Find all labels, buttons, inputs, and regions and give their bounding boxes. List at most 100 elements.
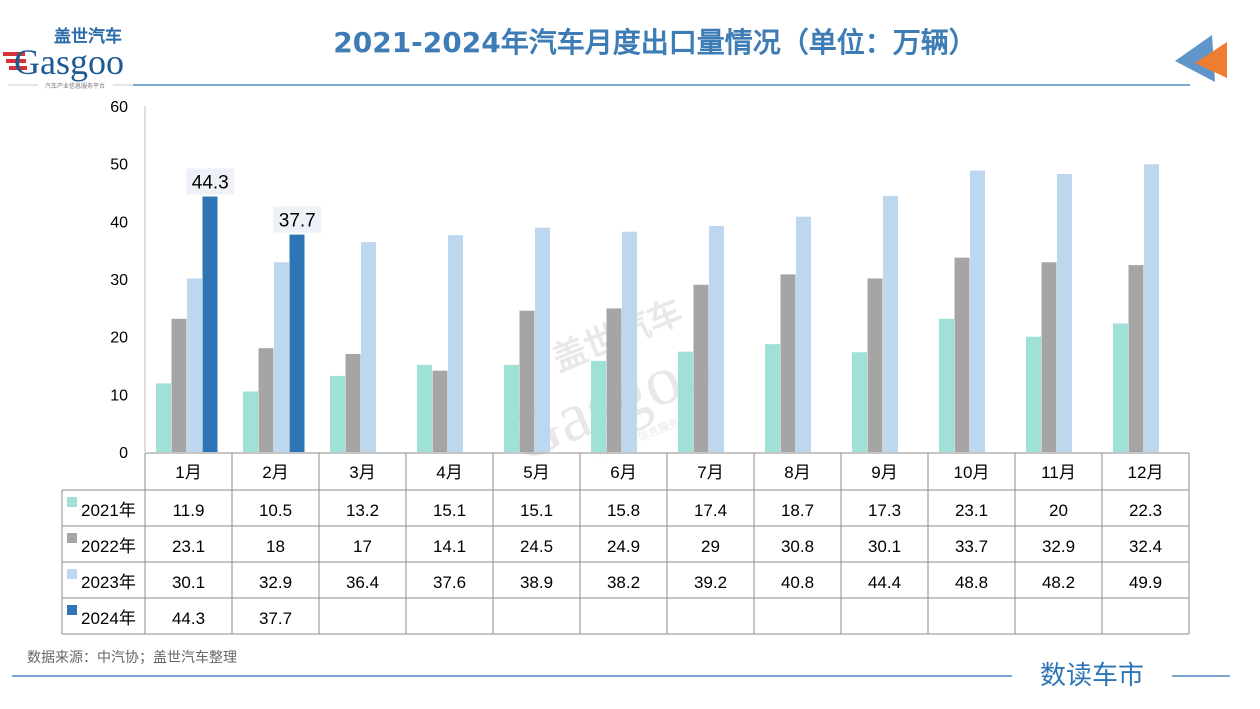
x-tick-label: 6月 [610, 463, 636, 482]
x-tick-label: 3月 [349, 463, 375, 482]
y-tick-label: 60 [110, 99, 128, 116]
table-cell: 23.1 [955, 501, 988, 520]
bar-2023年-8月 [796, 216, 811, 452]
x-tick-label: 7月 [697, 463, 723, 482]
table-cell: 30.1 [172, 573, 205, 592]
data-label: 44.3 [192, 173, 229, 194]
bar-2021年-6月 [591, 360, 606, 452]
bar-2023年-4月 [448, 235, 463, 452]
x-tick-label: 9月 [871, 463, 897, 482]
table-cell: 15.1 [433, 501, 466, 520]
table-cell: 22.3 [1129, 501, 1162, 520]
table-cell: 29 [701, 537, 720, 556]
table-cell: 13.2 [346, 501, 379, 520]
table-cell: 37.6 [433, 573, 466, 592]
table-cell: 18.7 [781, 501, 814, 520]
source-note: 数据来源：中汽协；盖世汽车整理 [27, 649, 237, 666]
gasgoo-logo: 盖世汽车 Gasgoo 汽车产业信息服务平台 [3, 26, 132, 90]
x-tick-label: 2月 [262, 463, 288, 482]
bar-2023年-7月 [709, 225, 724, 452]
legend-swatch [67, 533, 77, 543]
bar-2021年-10月 [939, 318, 954, 452]
bar-2023年-10月 [970, 170, 985, 452]
bar-2024年-1月 [202, 196, 218, 452]
bar-2021年-11月 [1026, 336, 1041, 452]
bar-2021年-1月 [156, 383, 171, 452]
bar-2022年-2月 [258, 348, 274, 452]
table-cell: 17.4 [694, 501, 727, 520]
table-cell: 10.5 [259, 501, 292, 520]
bar-2022年-10月 [954, 257, 970, 452]
bar-2022年-1月 [171, 318, 187, 452]
table-cell: 11.9 [173, 501, 205, 520]
bar-2021年-7月 [678, 351, 693, 452]
table-cell: 37.7 [259, 609, 292, 628]
table-cell: 44.3 [172, 609, 205, 628]
table-cell: 36.4 [346, 573, 379, 592]
table-cell: 15.1 [520, 501, 553, 520]
table-cell: 17.3 [868, 501, 901, 520]
bar-2023年-2月 [274, 262, 289, 452]
bar-2021年-8月 [765, 344, 780, 452]
y-tick-label: 30 [110, 272, 128, 289]
table-cell: 32.4 [1129, 537, 1162, 556]
bar-2021年-5月 [504, 364, 519, 452]
table-cell: 32.9 [1042, 537, 1075, 556]
table-cell: 24.5 [520, 537, 553, 556]
table-cell: 17 [353, 537, 372, 556]
legend-label: 2022年 [81, 537, 136, 556]
legend-label: 2021年 [81, 501, 136, 520]
bar-2022年-11月 [1041, 262, 1057, 452]
chart-title: 2021-2024年汽车月度出口量情况（单位：万辆） [333, 26, 976, 59]
bar-2023年-3月 [361, 242, 376, 452]
table-cell: 39.2 [694, 573, 727, 592]
bar-2021年-2月 [243, 391, 258, 452]
bar-2023年-9月 [883, 195, 898, 452]
table-cell: 30.1 [868, 537, 901, 556]
table-cell: 30.8 [781, 537, 814, 556]
legend-label: 2023年 [81, 573, 136, 592]
data-label-bg [186, 168, 235, 195]
y-tick-label: 40 [110, 214, 128, 231]
table-cell: 18 [266, 537, 285, 556]
x-tick-label: 1月 [175, 463, 201, 482]
x-tick-label: 4月 [436, 463, 462, 482]
table-cell: 49.9 [1129, 573, 1162, 592]
table-cell: 48.8 [955, 573, 988, 592]
table-cell: 32.9 [259, 573, 292, 592]
table-cell: 48.2 [1042, 573, 1075, 592]
y-tick-label: 20 [110, 330, 128, 347]
x-tick-label: 11月 [1041, 463, 1076, 482]
back-arrow-icon[interactable] [1175, 35, 1227, 82]
table-cell: 44.4 [868, 573, 901, 592]
legend-swatch [67, 605, 77, 615]
bar-2022年-5月 [519, 310, 535, 452]
bar-2022年-4月 [432, 370, 448, 452]
bar-2022年-8月 [780, 274, 796, 452]
y-tick-label: 50 [110, 157, 128, 174]
bar-2023年-5月 [535, 227, 550, 452]
data-label-bg [273, 206, 322, 233]
footer-brand: 数读车市 [1040, 661, 1144, 691]
data-table: 1月 2月 3月 4月 5月 6月 7月 8月 9月 10月 11月 12月 2021年 11.9 10.5… [61, 452, 1190, 635]
table-cell: 20 [1049, 501, 1068, 520]
bar-2021年-4月 [417, 364, 432, 452]
bar-2023年-1月 [187, 278, 202, 452]
legend-swatch [67, 569, 77, 579]
table-cell: 15.8 [607, 501, 640, 520]
bar-2022年-7月 [693, 284, 709, 452]
bar-2022年-12月 [1128, 265, 1144, 452]
svg-text:汽车产业信息服务平台: 汽车产业信息服务平台 [45, 82, 105, 90]
table-cell: 24.9 [607, 537, 640, 556]
legend-label: 2024年 [81, 609, 136, 628]
bar-2021年-9月 [852, 352, 867, 452]
bar-2022年-9月 [867, 278, 883, 452]
table-cell: 33.7 [955, 537, 988, 556]
data-label: 37.7 [279, 211, 316, 232]
x-tick-label: 5月 [523, 463, 549, 482]
table-cell: 38.9 [520, 573, 553, 592]
x-tick-label: 8月 [784, 463, 810, 482]
table-cell: 23.1 [172, 537, 205, 556]
bar-2023年-12月 [1144, 164, 1159, 452]
